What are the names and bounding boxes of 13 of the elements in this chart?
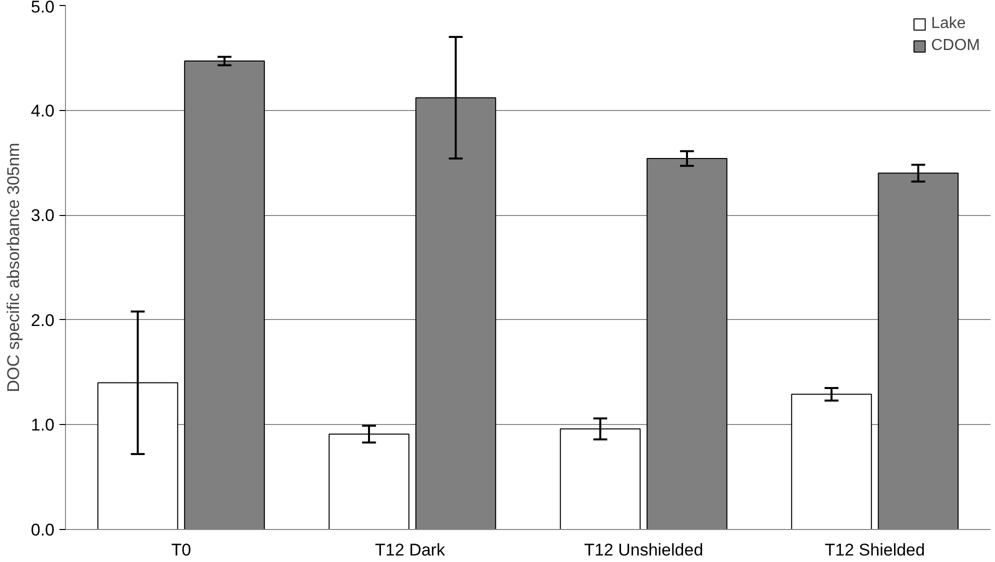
y-axis-title: DOC specific absorbance 305nm — [4, 142, 23, 392]
y-tick-label: 5.0 — [30, 0, 55, 16]
legend-label: CDOM — [931, 37, 980, 55]
y-tick-label: 4.0 — [30, 101, 55, 120]
x-tick-label: T0 — [171, 540, 192, 560]
y-tick-label: 3.0 — [30, 206, 55, 226]
y-tick-label: 2.0 — [30, 310, 55, 330]
y-tick-label: 0.0 — [30, 520, 55, 540]
x-tick-label: T12 Dark — [375, 540, 446, 560]
x-tick-label: T12 Unshielded — [584, 540, 704, 560]
y-tick-label: 1.0 — [30, 416, 55, 435]
x-tick-label: T12 Shielded — [824, 540, 925, 560]
legend-label: Lake — [931, 15, 966, 33]
